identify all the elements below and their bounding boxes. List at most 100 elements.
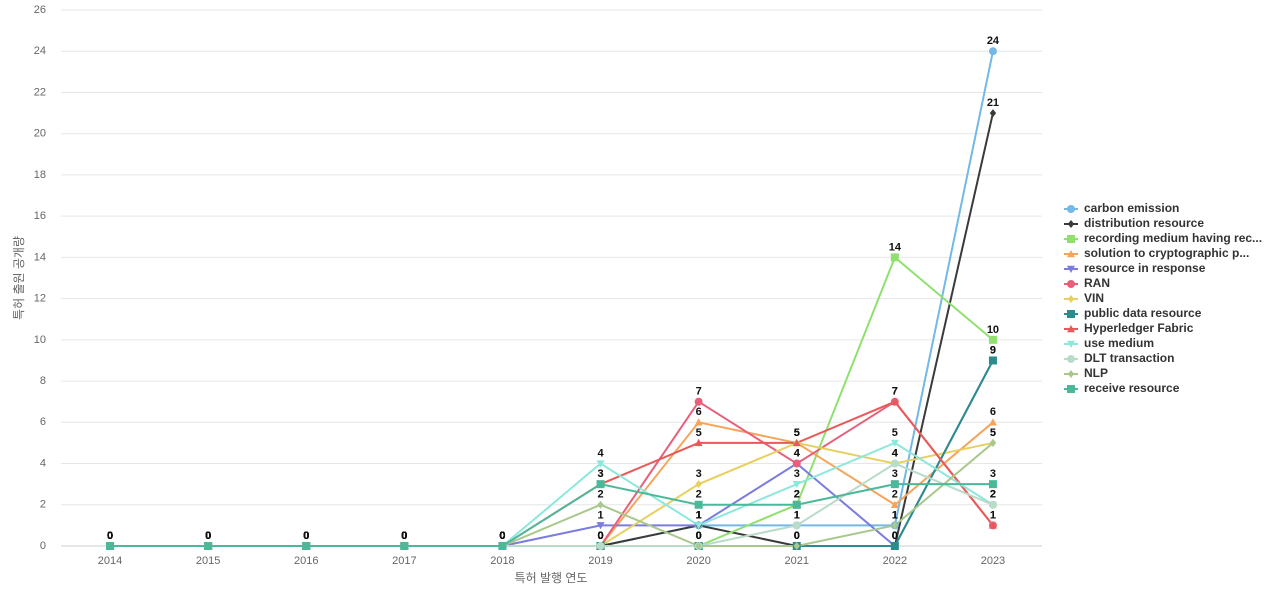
- y-tick-label: 0: [40, 540, 46, 552]
- y-tick-label: 20: [34, 128, 46, 140]
- data-label: 5: [990, 427, 996, 439]
- data-label: 1: [990, 509, 996, 521]
- data-label: 5: [794, 427, 800, 439]
- data-label: 0: [107, 530, 113, 542]
- series-line: [110, 441, 994, 547]
- data-label: 0: [597, 530, 603, 542]
- data-point: [988, 480, 997, 489]
- data-label: 1: [696, 509, 702, 521]
- data-label: 0: [107, 530, 113, 542]
- legend-label: use medium: [1084, 336, 1154, 350]
- data-label: 0: [696, 530, 702, 542]
- data-label: 5: [990, 427, 996, 439]
- data-point: [891, 521, 899, 530]
- legend-label: recording medium having rec...: [1084, 231, 1262, 245]
- data-label: 24: [987, 35, 1000, 47]
- data-point: [890, 459, 899, 468]
- data-label: 1: [597, 509, 603, 521]
- series-line: [110, 112, 994, 547]
- data-label: 0: [107, 530, 113, 542]
- legend-symbol: [1067, 220, 1075, 228]
- data-label: 1: [892, 509, 898, 521]
- y-tick-label: 24: [34, 45, 46, 57]
- data-label: 1: [794, 509, 800, 521]
- data-point: [988, 335, 997, 344]
- x-tick-label: 2016: [294, 555, 318, 567]
- data-label: 3: [892, 468, 898, 480]
- data-point: [989, 438, 997, 447]
- legend-label: carbon emission: [1084, 201, 1179, 215]
- data-label: 0: [205, 530, 211, 542]
- data-point: [106, 542, 115, 550]
- data-label: 0: [205, 530, 211, 542]
- y-tick-label: 26: [34, 4, 46, 16]
- data-label: 0: [107, 530, 113, 542]
- data-label: 0: [107, 530, 113, 542]
- legend-label: NLP: [1084, 366, 1108, 380]
- x-tick-label: 2015: [196, 555, 220, 567]
- data-label: 0: [303, 530, 309, 542]
- data-label: 0: [499, 530, 505, 542]
- data-point: [988, 356, 997, 365]
- data-point: [890, 500, 899, 508]
- data-point: [792, 500, 801, 509]
- legend-item: recording medium having rec...: [1064, 231, 1262, 245]
- legend-label: resource in response: [1084, 261, 1206, 275]
- data-label: 0: [401, 530, 407, 542]
- data-label: 0: [499, 530, 505, 542]
- data-label: 0: [499, 530, 505, 542]
- data-label: 0: [107, 530, 113, 542]
- legend-label: public data resource: [1084, 306, 1202, 320]
- legend-label: distribution resource: [1084, 216, 1204, 230]
- data-label: 0: [205, 530, 211, 542]
- series-line: [110, 255, 994, 547]
- x-tick-label: 2022: [883, 555, 907, 567]
- y-tick-label: 2: [40, 499, 46, 511]
- data-label: 0: [107, 530, 113, 542]
- legend-symbol: [1067, 310, 1075, 318]
- x-tick-label: 2023: [981, 555, 1005, 567]
- x-tick-label: 2020: [686, 555, 710, 567]
- data-label: 4: [597, 447, 604, 459]
- data-label: 0: [696, 530, 702, 542]
- legend-symbol: [1067, 205, 1075, 213]
- data-point: [890, 439, 899, 447]
- data-label: 0: [794, 530, 800, 542]
- data-label: 0: [205, 530, 211, 542]
- data-label: 0: [401, 530, 407, 542]
- data-label: 0: [892, 530, 898, 542]
- legend-label: receive resource: [1084, 381, 1180, 395]
- data-label: 3: [597, 468, 603, 480]
- y-tick-label: 14: [34, 251, 46, 263]
- data-label: 5: [696, 427, 702, 439]
- data-label: 0: [401, 530, 407, 542]
- data-label: 9: [990, 344, 996, 356]
- data-label: 0: [892, 530, 898, 542]
- data-point: [694, 418, 703, 426]
- data-label: 9: [990, 344, 996, 356]
- data-point: [695, 542, 702, 550]
- data-label: 3: [597, 468, 603, 480]
- data-label: 0: [303, 530, 309, 542]
- data-label: 0: [303, 530, 309, 542]
- legend-item: distribution resource: [1064, 216, 1204, 230]
- data-point: [792, 459, 801, 468]
- data-label: 4: [794, 447, 801, 459]
- data-label: 0: [401, 530, 407, 542]
- data-label: 0: [499, 530, 505, 542]
- data-label: 0: [303, 530, 309, 542]
- data-label: 6: [990, 406, 996, 418]
- data-label: 0: [401, 530, 407, 542]
- data-point: [988, 47, 997, 56]
- data-label: 0: [205, 530, 211, 542]
- data-point: [596, 542, 605, 550]
- data-label: 4: [892, 447, 899, 459]
- legend-label: Hyperledger Fabric: [1084, 321, 1194, 335]
- data-point: [694, 438, 703, 447]
- data-label: 0: [303, 530, 309, 542]
- data-label: 0: [597, 530, 603, 542]
- data-label: 0: [205, 530, 211, 542]
- legend-label: solution to cryptographic p...: [1084, 246, 1249, 260]
- data-point: [694, 397, 703, 406]
